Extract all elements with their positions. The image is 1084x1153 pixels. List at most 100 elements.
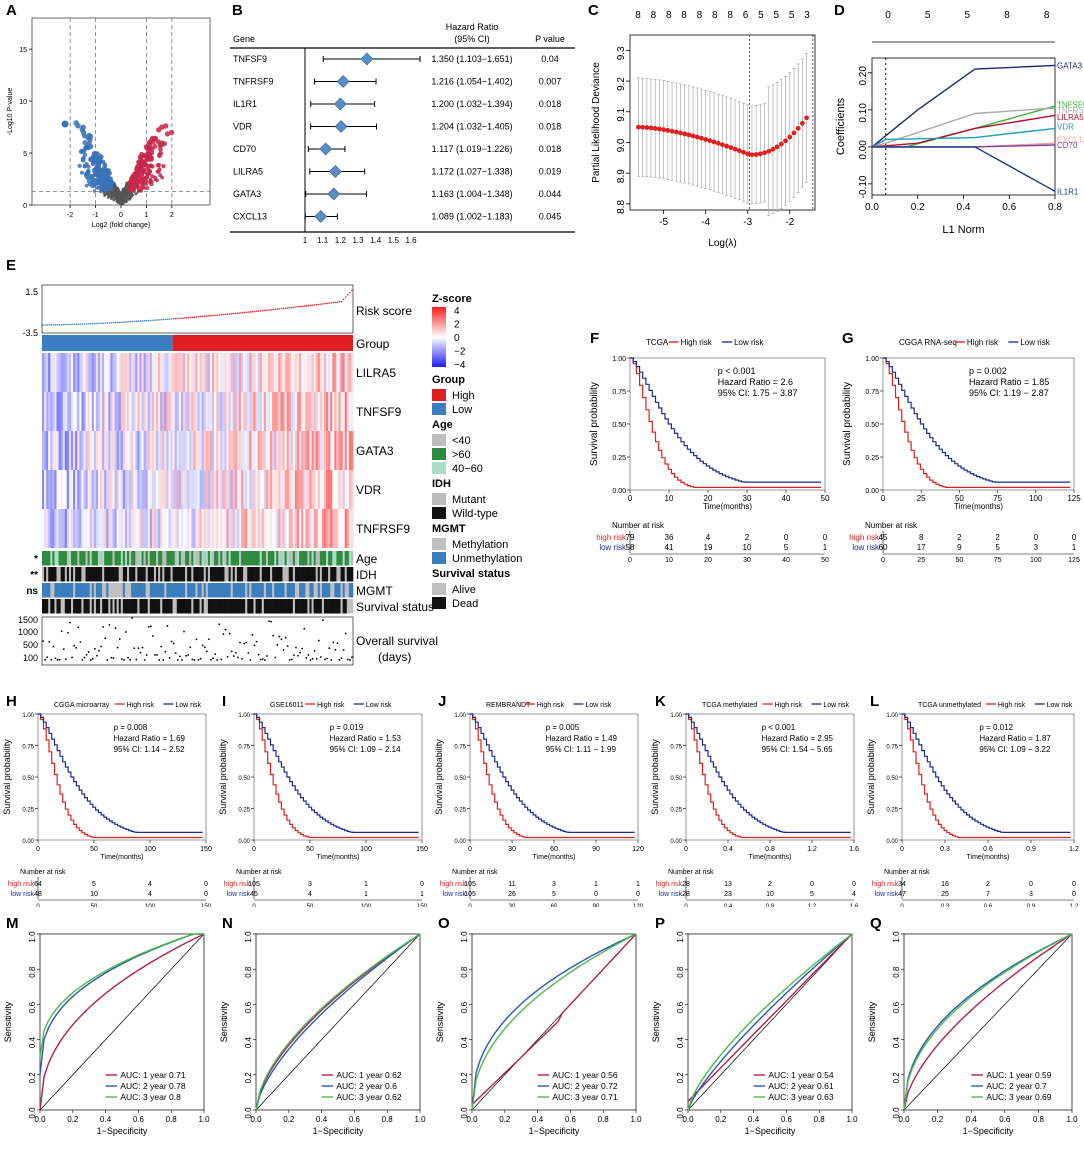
volcano-point — [115, 194, 118, 198]
x-tick-label: 100 — [360, 846, 372, 853]
heatmap-cell — [209, 353, 213, 392]
heatmap-cell — [104, 431, 107, 470]
hr-marker — [319, 142, 333, 156]
heatmap-cell — [209, 431, 213, 470]
heatmap-cell — [243, 509, 246, 548]
hr-marker — [334, 120, 348, 133]
annotation-cell — [245, 599, 248, 614]
annotation-cell — [89, 551, 93, 566]
annotation-cell — [164, 551, 167, 566]
x-axis-label: 1−Specificity — [529, 1126, 580, 1136]
heatmap-cell — [185, 431, 188, 470]
heatmap-cell — [243, 470, 246, 509]
os-point — [197, 658, 200, 661]
annotation-cell — [338, 567, 341, 582]
legend-item-label: Wild-type — [452, 508, 498, 520]
heatmap-cell — [342, 509, 346, 548]
heatmap-cell — [176, 353, 180, 392]
heatmap-cell — [122, 353, 126, 392]
x-tick-label: 0.4 — [748, 1115, 760, 1124]
header-gene: Gene — [233, 34, 255, 44]
annotation-cell — [257, 551, 260, 566]
heatmap-cell — [303, 470, 306, 509]
volcano-point — [146, 140, 152, 146]
annotation-cell — [203, 599, 207, 614]
risk-x-tick-label: 150 — [417, 904, 428, 907]
heatmap-cell — [68, 392, 72, 431]
heatmap-cell — [290, 431, 294, 470]
annotation-cell — [276, 599, 279, 614]
annotation-cell — [265, 583, 269, 598]
volcano-point — [138, 157, 143, 163]
risk-point — [118, 321, 121, 324]
annotation-cell — [199, 567, 202, 582]
annotation-cell — [212, 583, 215, 598]
annotation-cell — [83, 551, 86, 566]
volcano-point — [99, 188, 103, 193]
y-tick-label: 1.0 — [892, 931, 901, 943]
heatmap-cell — [261, 431, 265, 470]
heatmap-cell — [185, 470, 188, 509]
volcano-point — [139, 151, 144, 157]
heatmap-cell — [193, 392, 196, 431]
x-tick-label: 0 — [684, 846, 688, 853]
heatmap-cell — [141, 431, 144, 470]
annotation-cell — [203, 567, 207, 582]
survival-curve — [470, 713, 635, 833]
risk-low-count: 1 — [1072, 543, 1077, 552]
heatmap-cell — [147, 353, 151, 392]
cv-point — [682, 131, 688, 137]
coef-label: TNFSF9 — [1057, 100, 1084, 109]
annotation-cell — [143, 599, 146, 614]
risk-low-count: 10 — [766, 891, 774, 898]
heatmap-cell — [253, 470, 256, 509]
volcano-point — [137, 177, 142, 182]
heatmap-cell — [292, 353, 296, 392]
annotation-cell — [182, 567, 186, 582]
heatmap-cell — [263, 431, 267, 470]
heatmap-cell — [259, 509, 263, 548]
legend-item-label: Unmethylation — [452, 553, 522, 565]
heatmap-cell — [326, 353, 329, 392]
heatmap-cell — [174, 431, 178, 470]
annotation-cell — [249, 567, 252, 582]
y-axis-label: Sensitivity — [219, 1001, 229, 1042]
x-tick-label: 1 — [144, 212, 148, 219]
cv-point — [694, 134, 700, 140]
annotation-cell — [168, 599, 171, 614]
heatmap-cell — [166, 470, 169, 509]
annotation-cell — [330, 567, 333, 582]
risk-point — [71, 323, 73, 326]
x-tick-label: -2 — [67, 212, 73, 219]
os-point — [228, 632, 231, 635]
annotation-cell — [321, 599, 325, 614]
heatmap-cell — [42, 392, 45, 431]
heatmap-cell — [286, 353, 290, 392]
annotation-cell — [243, 599, 246, 614]
os-point — [324, 658, 326, 661]
annotation-cell — [249, 583, 252, 598]
heatmap-cell — [218, 392, 221, 431]
risk-point — [69, 323, 71, 326]
risk-low-count: 5 — [810, 891, 814, 898]
risk-high-count: 2 — [986, 881, 990, 888]
os-point — [232, 655, 235, 657]
annotation-cell — [60, 599, 64, 614]
hazard-ratio-text: Hazard Ratio = 1.87 — [979, 734, 1051, 743]
risk-point — [42, 324, 44, 326]
volcano-point — [140, 178, 145, 183]
y-tick-label: 0.00 — [612, 488, 626, 495]
risk-high-count: 8 — [919, 533, 924, 542]
risk-point — [232, 312, 235, 315]
heatmap-cell — [226, 509, 229, 548]
annotation-cell — [95, 551, 99, 566]
annotation-cell — [81, 567, 84, 582]
heatmap-cell — [143, 470, 146, 509]
annotation-cell — [122, 583, 126, 598]
heatmap-cell — [60, 392, 64, 431]
heatmap-cell — [301, 509, 304, 548]
cv-point — [762, 150, 767, 156]
x-tick-label: 0.8 — [765, 846, 775, 853]
risk-point — [143, 320, 146, 322]
risk-point — [235, 312, 237, 315]
